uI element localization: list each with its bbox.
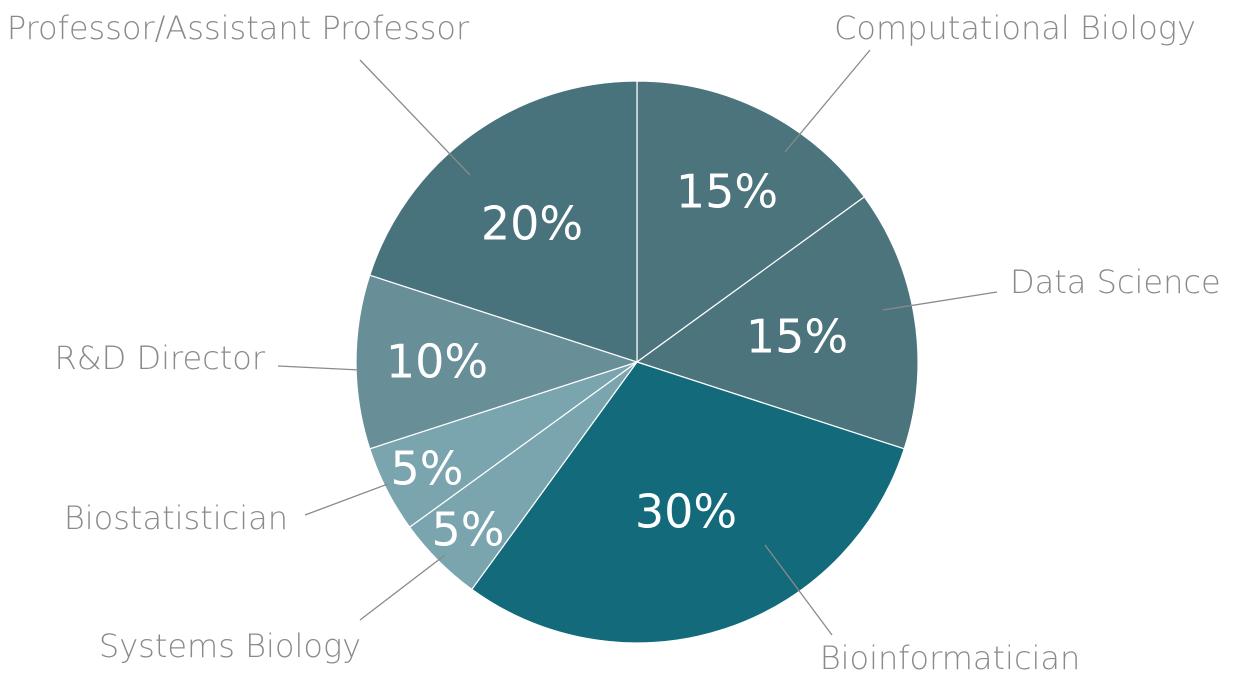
leader-line [359, 554, 446, 621]
category-label: R&D Director [54, 339, 265, 377]
pie-slice [355, 274, 639, 450]
data-label: 30% [635, 485, 737, 539]
leader-line [882, 291, 998, 311]
leader-line [304, 483, 389, 516]
pie-slice [636, 80, 866, 364]
data-label: 15% [676, 165, 778, 219]
category-label: Professor/Assistant Professor [7, 9, 470, 47]
category-label: Systems Biology [99, 627, 361, 665]
category-label: Biostatistician [64, 499, 288, 537]
data-label: 10% [386, 335, 488, 389]
data-label: 5% [432, 503, 505, 557]
category-label: Computational Biology [834, 9, 1196, 47]
category-label: Bioinformatician [820, 639, 1081, 675]
pie-slice [368, 80, 638, 363]
leader-line [277, 365, 361, 371]
pie-slice [470, 361, 906, 644]
leader-line [359, 59, 471, 176]
data-label: 15% [746, 310, 848, 364]
leader-line [764, 544, 833, 636]
pie-slice [635, 195, 919, 450]
leader-line [784, 49, 871, 153]
data-label: 20% [481, 197, 583, 251]
category-label: Data Science [1010, 263, 1221, 301]
data-label: 5% [391, 442, 464, 496]
